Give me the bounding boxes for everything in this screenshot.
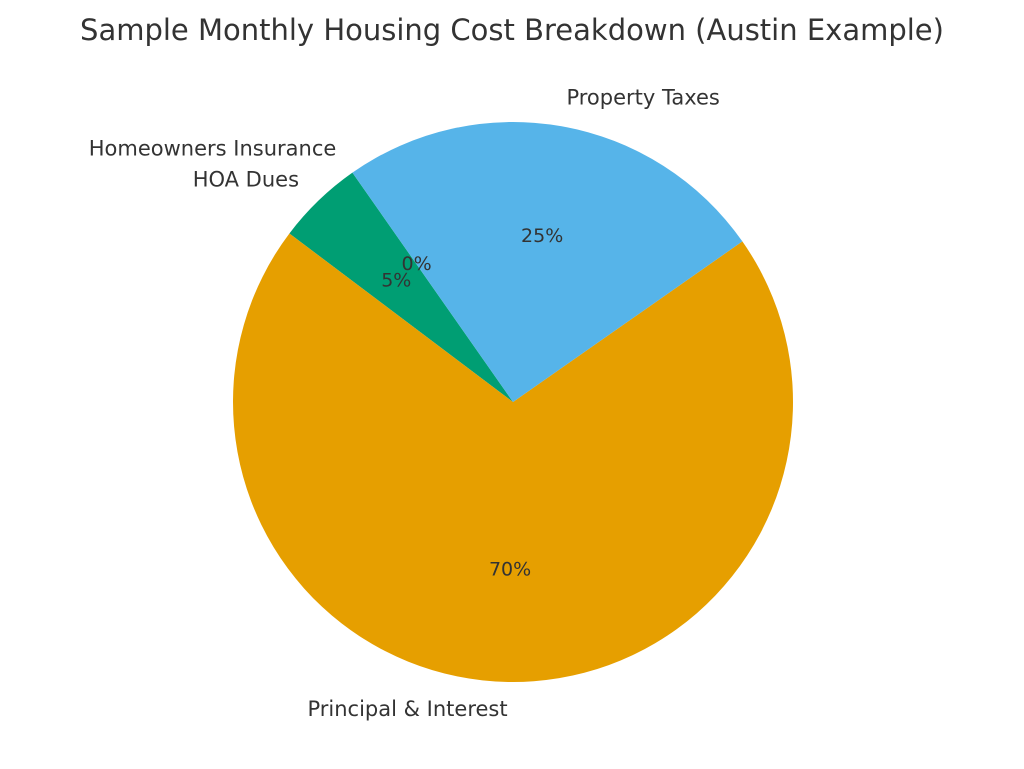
pct-label-homeowners-insurance: 0% (402, 253, 432, 275)
pie-slice-principal-and-interest (232, 233, 793, 683)
pct-label-hoa-dues: 5% (381, 270, 411, 292)
slice-label-property-taxes: Property Taxes (566, 86, 719, 110)
pct-label-property-taxes: 25% (521, 225, 563, 247)
labels-layer: Homeowners Insurance 0% HOA Dues 5% Principa… (89, 86, 720, 721)
slice-label-homeowners-insurance: Homeowners Insurance (89, 137, 337, 161)
pct-label-principal-and-interest: 70% (489, 558, 531, 580)
pie-slice-property-taxes (352, 122, 743, 402)
pie-slice-hoa-dues (289, 172, 513, 402)
chart-title: Sample Monthly Housing Cost Breakdown (A… (80, 13, 944, 47)
slice-label-hoa-dues: HOA Dues (193, 167, 299, 191)
slice-label-principal-and-interest: Principal & Interest (307, 697, 507, 721)
slices-layer (232, 122, 793, 683)
